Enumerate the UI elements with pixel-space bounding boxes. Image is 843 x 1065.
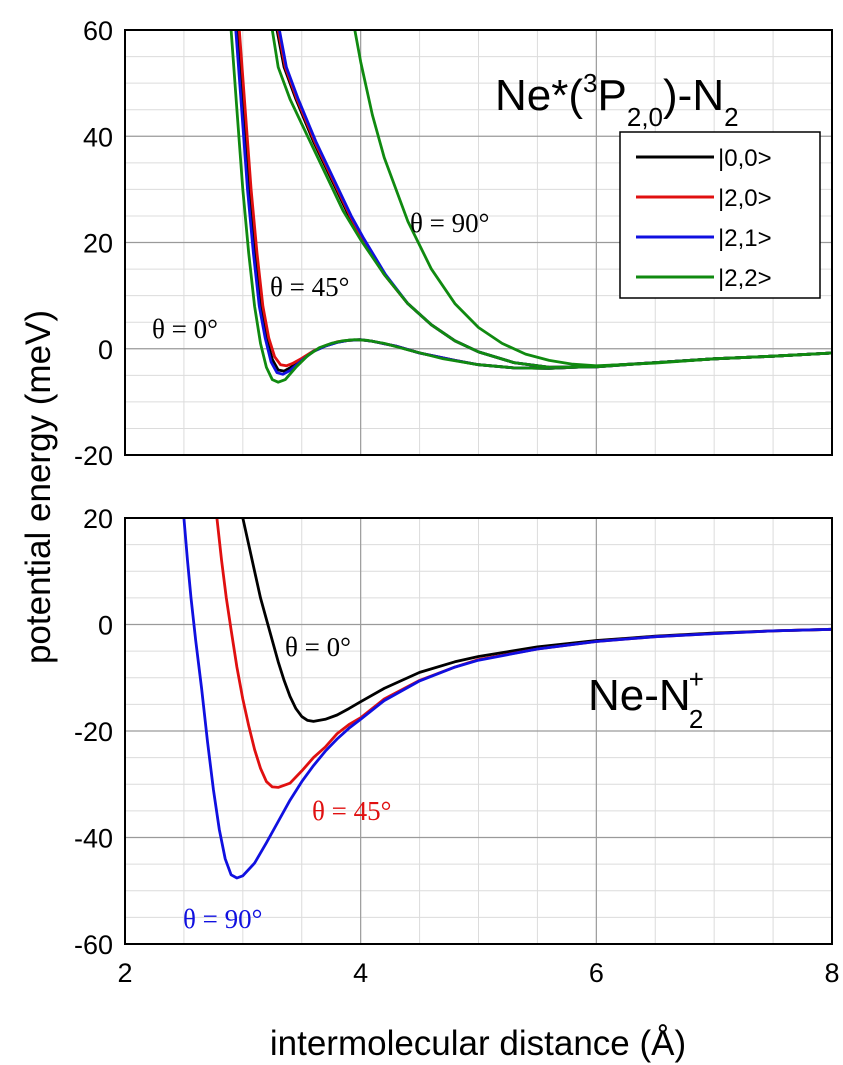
top-annotation-theta-0: θ = 0° [152, 314, 218, 344]
legend-label-0: |0,0> [718, 145, 772, 172]
top-y-tick-labels: 60 40 20 0 -20 [74, 16, 113, 471]
x-tick-label: 8 [824, 958, 839, 988]
bottom-series-line-2 [182, 518, 832, 880]
x-tick-label: 2 [117, 958, 132, 988]
top-annotation-theta-90: θ = 90° [410, 208, 489, 238]
top-y-tick-label: 0 [98, 335, 113, 365]
legend: |0,0> |2,0> |2,1> |2,2> [619, 131, 821, 299]
y-axis-label: potential energy (meV) [19, 310, 58, 664]
bottom-annotation-theta-0: θ = 0° [285, 632, 351, 662]
legend-label-1: |2,0> [718, 185, 772, 212]
x-tick-labels: 2 4 6 8 [117, 958, 839, 988]
bottom-y-tick-labels: 20 0 -20 -40 -60 [74, 504, 113, 960]
bottom-annotation-theta-90: θ = 90° [183, 904, 262, 934]
top-panel: 60 40 20 0 -20 Ne*(3P2,0)-N2 |0,0> |2,0> |2,… [74, 16, 833, 471]
bottom-series-group [182, 518, 832, 880]
top-annotation-theta-45: θ = 45° [270, 272, 349, 302]
bottom-y-tick-label: -60 [74, 930, 113, 960]
bottom-annotation-theta-45: θ = 45° [312, 796, 391, 826]
legend-label-2: |2,1> [718, 225, 772, 252]
x-axis-label: intermolecular distance (Å) [270, 1024, 686, 1063]
legend-box [619, 131, 821, 299]
top-y-tick-label: 60 [83, 16, 113, 46]
top-y-tick-label: 20 [83, 229, 113, 259]
bottom-y-tick-label: 20 [83, 504, 113, 534]
top-y-tick-label: -20 [74, 441, 113, 471]
top-series-line-8 [353, 30, 832, 368]
bottom-y-tick-label: -20 [74, 717, 113, 747]
bottom-grid [125, 518, 832, 944]
top-plot-frame [124, 29, 833, 456]
x-tick-label: 6 [589, 958, 604, 988]
bottom-y-tick-label: 0 [98, 611, 113, 641]
top-series-group [229, 30, 832, 384]
bottom-y-tick-label: -40 [74, 824, 113, 854]
bottom-plot-frame [124, 517, 833, 945]
x-tick-label: 4 [353, 958, 368, 988]
bottom-panel-title: Ne-N+ 2 [588, 664, 704, 734]
top-panel-title: Ne*(3P2,0)-N2 [495, 68, 739, 132]
legend-label-3: |2,2> [718, 265, 772, 292]
top-y-tick-label: 40 [83, 122, 113, 152]
